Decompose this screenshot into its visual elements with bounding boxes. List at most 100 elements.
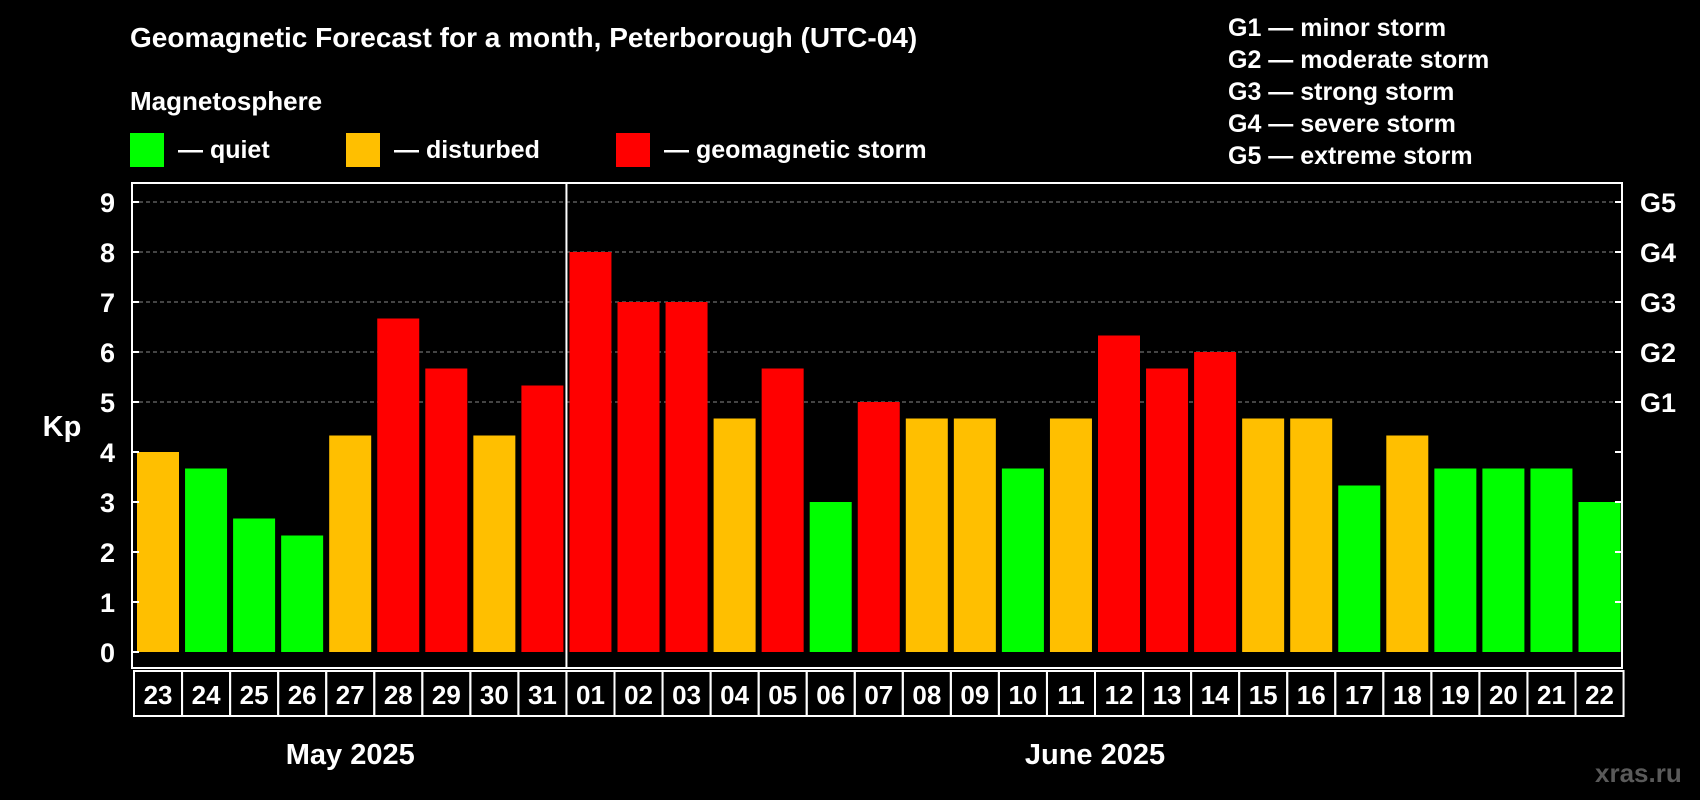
date-label-22: 22 [1585, 680, 1614, 710]
date-label-05: 05 [768, 680, 797, 710]
date-label-26: 26 [288, 680, 317, 710]
date-label-17: 17 [1345, 680, 1374, 710]
bar-29 [425, 368, 468, 652]
month-label-1: June 2025 [1025, 739, 1165, 771]
date-label-21: 21 [1537, 680, 1566, 710]
date-label-16: 16 [1297, 680, 1326, 710]
month-label-0: May 2025 [286, 739, 415, 771]
bar-01 [569, 252, 612, 652]
bar-13 [1146, 368, 1189, 652]
y-tick-label-0: 0 [100, 638, 115, 668]
date-label-24: 24 [192, 680, 221, 710]
date-label-12: 12 [1105, 680, 1134, 710]
legend-title: Magnetosphere [130, 86, 323, 116]
legend-label-storm: — geomagnetic storm [664, 135, 927, 164]
bar-18 [1386, 435, 1429, 652]
bar-11 [1049, 418, 1092, 652]
date-label-23: 23 [144, 680, 173, 710]
date-label-04: 04 [720, 680, 749, 710]
bar-02 [617, 302, 660, 652]
bar-28 [377, 318, 420, 652]
date-label-02: 02 [624, 680, 653, 710]
bar-19 [1434, 468, 1477, 652]
date-cell-22 [1574, 670, 1625, 717]
g-scale-label-g4: G4 [1640, 238, 1676, 268]
chart-title: Geomagnetic Forecast for a month, Peterb… [130, 22, 918, 53]
date-label-30: 30 [480, 680, 509, 710]
storm-level-g1: G1 — minor storm [1228, 14, 1447, 42]
bar-25 [233, 518, 276, 652]
y-tick-label-6: 6 [100, 338, 115, 368]
bar-04 [713, 418, 756, 652]
bar-31 [521, 385, 564, 652]
legend-label-quiet: — quiet [178, 135, 270, 164]
y-axis-label: Kp [43, 411, 82, 443]
date-label-28: 28 [384, 680, 413, 710]
date-label-18: 18 [1393, 680, 1422, 710]
date-label-13: 13 [1153, 680, 1182, 710]
bar-30 [473, 435, 516, 652]
legend-item-storm: — geomagnetic storm [616, 133, 927, 167]
bar-07 [857, 402, 900, 652]
bar-20 [1482, 468, 1525, 652]
date-label-01: 01 [576, 680, 605, 710]
date-label-27: 27 [336, 680, 365, 710]
y-tick-label-2: 2 [100, 538, 115, 568]
bar-09 [953, 418, 996, 652]
storm-level-g2: G2 — moderate storm [1228, 46, 1490, 74]
plot-frame [131, 182, 1623, 669]
bar-05 [761, 368, 804, 652]
bar-23 [137, 452, 179, 652]
date-label-10: 10 [1008, 680, 1037, 710]
bar-21 [1530, 468, 1573, 652]
bar-27 [329, 435, 372, 652]
y-tick-label-5: 5 [100, 388, 115, 418]
g-scale-label-g2: G2 [1640, 338, 1676, 368]
legend-item-quiet: — quiet [130, 133, 270, 167]
date-label-15: 15 [1249, 680, 1278, 710]
date-label-20: 20 [1489, 680, 1518, 710]
y-tick-label-9: 9 [100, 188, 115, 218]
date-label-31: 31 [528, 680, 557, 710]
bar-22 [1578, 502, 1621, 652]
g-scale-label-g1: G1 [1640, 388, 1676, 418]
date-label-19: 19 [1441, 680, 1470, 710]
date-label-09: 09 [960, 680, 989, 710]
watermark: xras.ru [1595, 758, 1682, 788]
legend-label-disturbed: — disturbed [394, 135, 540, 164]
quiet-swatch [130, 133, 164, 167]
y-tick-label-7: 7 [100, 288, 115, 318]
date-label-11: 11 [1057, 680, 1085, 710]
storm-level-g5: G5 — extreme storm [1228, 142, 1473, 170]
storm-swatch [616, 133, 650, 167]
g-scale-label-g3: G3 [1640, 288, 1676, 318]
date-label-14: 14 [1201, 680, 1230, 710]
bar-10 [1001, 468, 1044, 652]
storm-level-g3: G3 — strong storm [1228, 78, 1455, 106]
y-tick-label-1: 1 [100, 588, 115, 618]
date-label-03: 03 [672, 680, 701, 710]
bar-14 [1194, 352, 1237, 652]
disturbed-swatch [346, 133, 380, 167]
storm-scale-list: G1 — minor storm G2 — moderate storm G3 … [1228, 12, 1489, 172]
bar-12 [1098, 335, 1140, 652]
y-tick-label-4: 4 [100, 438, 115, 468]
bar-08 [905, 418, 948, 652]
bar-06 [809, 502, 852, 652]
date-label-25: 25 [240, 680, 269, 710]
storm-level-g4: G4 — severe storm [1228, 110, 1456, 138]
date-label-06: 06 [816, 680, 845, 710]
y-tick-label-8: 8 [100, 238, 115, 268]
date-label-08: 08 [912, 680, 941, 710]
date-label-29: 29 [432, 680, 461, 710]
bar-26 [281, 535, 324, 652]
legend-item-disturbed: — disturbed [346, 133, 540, 167]
y-tick-label-3: 3 [100, 488, 115, 518]
g-scale-label-g5: G5 [1640, 188, 1676, 218]
bar-16 [1290, 418, 1333, 652]
bar-03 [665, 302, 708, 652]
date-label-07: 07 [864, 680, 893, 710]
bar-15 [1242, 418, 1285, 652]
bar-24 [185, 468, 228, 652]
